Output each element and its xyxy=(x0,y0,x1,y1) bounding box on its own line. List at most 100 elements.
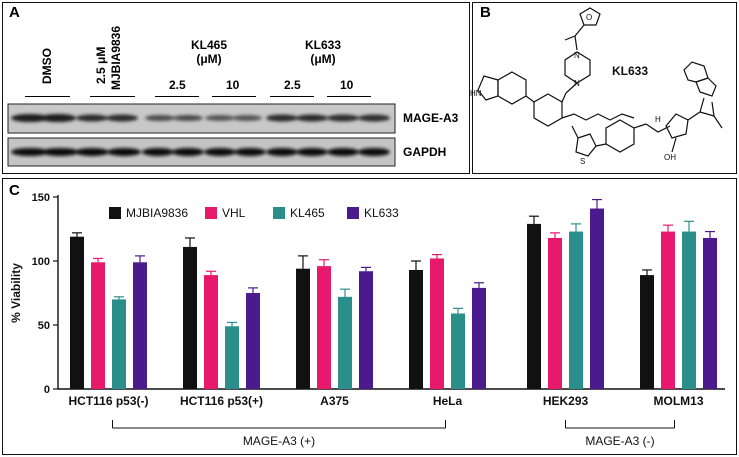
band-mage-a3 xyxy=(232,115,262,121)
bar xyxy=(183,246,197,389)
legend-swatch xyxy=(109,207,121,219)
conc-kl465-high: 10 xyxy=(226,78,240,92)
bond xyxy=(595,143,607,147)
bar xyxy=(409,269,423,389)
bond xyxy=(565,82,578,94)
atom-label: H xyxy=(655,115,661,124)
band-gapdh xyxy=(266,148,298,156)
x-tick-label: HeLa xyxy=(433,394,463,408)
bar xyxy=(451,313,465,389)
bond xyxy=(699,97,705,113)
conc-kl633-high: 10 xyxy=(340,78,354,92)
x-tick-label: MOLM13 xyxy=(653,394,703,408)
kl633-title: KL633 (μM) xyxy=(288,38,358,66)
panel-b-frame xyxy=(472,2,737,174)
bond xyxy=(633,123,647,129)
band-mage-a3 xyxy=(266,114,298,122)
ether-chain xyxy=(561,113,635,121)
bar xyxy=(682,231,696,389)
bar xyxy=(133,262,147,389)
bar xyxy=(569,231,583,389)
panel-c-label: C xyxy=(9,182,20,199)
band-mage-a3 xyxy=(205,115,235,121)
band-mage-a3 xyxy=(40,114,76,122)
bond xyxy=(561,92,567,103)
panel-a-label: A xyxy=(9,4,20,21)
bar xyxy=(430,258,444,389)
legend-swatch xyxy=(347,207,359,219)
band-mage-a3 xyxy=(76,114,108,122)
y-axis-title: % Viability xyxy=(9,263,23,323)
bar xyxy=(703,237,717,389)
band-gapdh xyxy=(358,148,390,156)
bar xyxy=(225,326,239,389)
x-tick-label: HEK293 xyxy=(543,394,589,408)
legend-label: VHL xyxy=(222,206,246,220)
lane-underline xyxy=(155,96,199,97)
bar xyxy=(472,287,486,389)
linker xyxy=(645,123,671,133)
y-tick-label: 50 xyxy=(38,320,50,332)
bar xyxy=(359,271,373,389)
lane-underline xyxy=(212,96,256,97)
band-mage-a3 xyxy=(173,115,203,121)
legend-label: MJBIA9836 xyxy=(126,206,188,220)
thiazole-ring xyxy=(575,133,597,157)
lane-underline xyxy=(25,96,70,97)
atom-label: S xyxy=(580,157,585,166)
bar xyxy=(661,231,675,389)
band-gapdh xyxy=(172,148,204,156)
bond xyxy=(564,35,576,41)
kl465-name: KL465 xyxy=(190,38,228,52)
conc-kl633-low: 2.5 xyxy=(284,78,301,92)
band-gapdh xyxy=(107,148,141,156)
bar xyxy=(317,266,331,389)
band-mage-a3 xyxy=(145,115,175,121)
panel-c-frame xyxy=(2,178,737,455)
band-gapdh xyxy=(11,148,49,156)
bond xyxy=(574,24,585,37)
blot-label-gapdh: GAPDH xyxy=(403,145,447,159)
kl465-unit: (μM) xyxy=(196,52,222,66)
x-tick-label: A375 xyxy=(320,394,349,408)
bar xyxy=(590,208,604,389)
y-tick-label: 100 xyxy=(32,256,50,268)
bar xyxy=(527,223,541,389)
isoindolinone-benzene xyxy=(683,61,709,83)
panel-b-label: B xyxy=(480,4,491,21)
atom-label: N xyxy=(574,79,580,88)
bond xyxy=(671,137,677,153)
bond xyxy=(525,95,535,103)
bar xyxy=(338,296,352,389)
bond xyxy=(711,101,715,117)
panel-a-frame xyxy=(2,2,470,174)
band-gapdh xyxy=(142,148,174,156)
bar xyxy=(70,236,84,389)
atom-label: OH xyxy=(664,153,676,162)
bond xyxy=(571,125,579,139)
bond xyxy=(687,111,701,121)
bond xyxy=(713,115,723,129)
band-gapdh xyxy=(204,148,236,156)
conc-kl465-low: 2.5 xyxy=(169,78,186,92)
bar xyxy=(112,299,126,389)
furan-ring xyxy=(579,7,601,26)
bond xyxy=(699,111,715,117)
isoindolinone-ring xyxy=(695,77,717,97)
legend-swatch xyxy=(205,207,217,219)
x-tick-label: HCT116 p53(-) xyxy=(68,394,148,408)
band-gapdh xyxy=(234,148,266,156)
compound-name: KL633 xyxy=(612,64,648,78)
bar xyxy=(204,275,218,389)
kl465-title: KL465 (μM) xyxy=(174,38,244,66)
bar xyxy=(246,293,260,389)
band-mage-a3 xyxy=(11,114,49,122)
atom-label: HN xyxy=(470,89,482,98)
band-gapdh xyxy=(75,148,109,156)
atom-label: O xyxy=(586,13,592,22)
